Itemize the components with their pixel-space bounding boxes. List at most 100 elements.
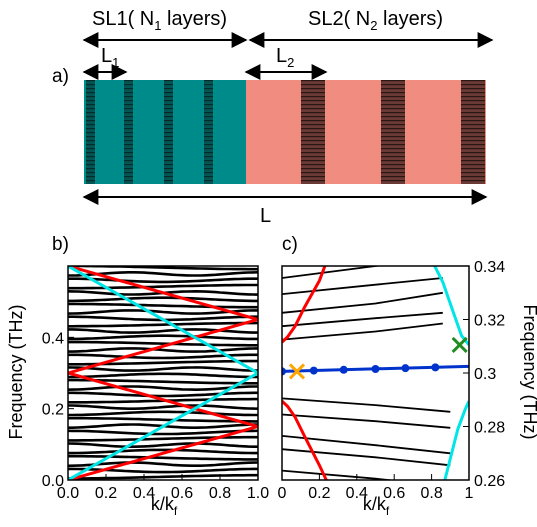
phonon-band bbox=[68, 473, 258, 480]
x-tick-label: 0.8 bbox=[420, 485, 442, 502]
red-dispersion-curve bbox=[282, 266, 327, 344]
phonon-band bbox=[68, 296, 258, 303]
phonon-band bbox=[68, 302, 258, 309]
phonon-band bbox=[68, 347, 258, 353]
folded-dispersion-line bbox=[68, 371, 258, 428]
sl2-label: SL2( N2 layers) bbox=[308, 8, 443, 33]
sl2-barrier bbox=[301, 80, 325, 184]
x-tick-label: 0.2 bbox=[95, 485, 117, 502]
phonon-band bbox=[68, 321, 258, 328]
phonon-band bbox=[68, 461, 258, 468]
panel-b-label: b) bbox=[52, 234, 69, 255]
y-tick-label: 0.28 bbox=[474, 420, 505, 437]
zoomed-phonon-band bbox=[282, 311, 443, 328]
y-tick-label: 0.4 bbox=[42, 330, 64, 347]
y-tick-label: 0.3 bbox=[474, 366, 496, 383]
y-tick-label: 0.2 bbox=[42, 402, 64, 419]
phonon-band bbox=[68, 454, 258, 461]
y-tick-label: 0.0 bbox=[42, 473, 64, 490]
x-tick-label: 0.8 bbox=[209, 485, 231, 502]
total-length-label: L bbox=[260, 205, 271, 227]
panel-c-ylabel: Frequency (THz) bbox=[520, 304, 537, 439]
folded-dispersion-line bbox=[68, 425, 258, 480]
x-tick-label: 0.6 bbox=[171, 485, 193, 502]
panel-c: c) 0 0.2 0.4 0.6 0.8 1 0.26 0.28 0.3 0.32 0.34 k/… bbox=[278, 234, 537, 518]
zoomed-phonon-band bbox=[282, 322, 443, 341]
phonon-band bbox=[68, 448, 258, 455]
red-dispersion-curve bbox=[282, 400, 328, 480]
panel-b-black-bands bbox=[68, 253, 258, 480]
phonon-band bbox=[68, 416, 258, 423]
blue-data-point bbox=[371, 364, 380, 373]
phonon-band bbox=[68, 404, 258, 410]
zoomed-phonon-band bbox=[282, 397, 451, 413]
panel-b-yticks: 0.0 0.2 0.4 bbox=[42, 330, 74, 490]
sl1-barrier bbox=[124, 80, 133, 184]
folded-dispersion-line bbox=[68, 266, 258, 375]
cyan-dispersion-curve bbox=[443, 400, 469, 480]
phonon-band bbox=[68, 442, 258, 448]
x-marker bbox=[451, 336, 468, 353]
zoomed-phonon-band bbox=[282, 448, 451, 467]
zoomed-phonon-band bbox=[282, 277, 443, 295]
phonon-band bbox=[68, 340, 258, 347]
phonon-band bbox=[68, 410, 258, 417]
phonon-band bbox=[68, 385, 258, 392]
phonon-band bbox=[68, 260, 258, 263]
panel-a: SL1( N1 layers) SL2( N2 layers) L1 L2 a)… bbox=[52, 8, 494, 227]
sl1-barrier bbox=[164, 80, 173, 184]
blue-data-point bbox=[431, 363, 440, 372]
x-tick-label: 0.4 bbox=[346, 485, 368, 502]
phonon-band bbox=[68, 253, 258, 256]
zoomed-phonon-band bbox=[282, 413, 451, 429]
panel-c-yticks: 0.26 0.28 0.3 0.32 0.34 bbox=[463, 259, 505, 490]
phonon-band bbox=[68, 391, 258, 398]
panel-c-curves bbox=[282, 266, 469, 480]
panel-c-label: c) bbox=[282, 234, 298, 255]
y-tick-label: 0.26 bbox=[474, 473, 505, 490]
y-tick-label: 0.34 bbox=[474, 259, 505, 276]
phonon-band bbox=[68, 283, 258, 290]
panel-b-xticks: 0.0 0.2 0.4 0.6 0.8 1.0 bbox=[57, 474, 269, 502]
x-tick-label: 1 bbox=[465, 485, 474, 502]
x-tick-label: 1.0 bbox=[247, 485, 269, 502]
zoomed-phonon-band bbox=[282, 266, 384, 279]
phonon-band bbox=[68, 277, 258, 284]
folded-dispersion-line bbox=[68, 371, 258, 480]
sl1-barrier bbox=[204, 80, 213, 184]
sl1-barrier bbox=[86, 80, 95, 184]
x-tick-label: 0.2 bbox=[308, 485, 330, 502]
panel-b-folded-lines bbox=[68, 266, 258, 480]
panel-b: b) 0.0 0.2 0.4 0.6 0.8 1.0 0.0 0.2 0.4 k/kf Fre… bbox=[6, 234, 269, 518]
phonon-band bbox=[68, 372, 258, 379]
x-tick-label: 0.0 bbox=[57, 485, 79, 502]
zoomed-phonon-band bbox=[282, 435, 451, 455]
blue-data-point bbox=[282, 367, 286, 376]
phonon-band bbox=[68, 429, 258, 436]
panel-b-xlabel: k/kf bbox=[151, 494, 178, 518]
folded-dispersion-line bbox=[68, 318, 258, 375]
panel-b-frame bbox=[67, 265, 259, 481]
blue-data-point bbox=[401, 364, 410, 373]
sl2-barrier bbox=[461, 80, 485, 184]
sl1-label: SL1( N1 layers) bbox=[92, 8, 227, 33]
x-tick-label: 0.6 bbox=[383, 485, 405, 502]
phonon-band bbox=[68, 334, 258, 341]
panel-c-xticks: 0 0.2 0.4 0.6 0.8 1 bbox=[278, 474, 474, 502]
panel-b-ylabel: Frequency (THz) bbox=[6, 304, 26, 439]
panel-a-label: a) bbox=[52, 66, 69, 87]
sl2-barrier bbox=[381, 80, 405, 184]
panel-c-xlabel: k/kf bbox=[363, 494, 390, 518]
sl2-block bbox=[246, 80, 486, 184]
phonon-band bbox=[68, 378, 258, 385]
x-tick-label: 0.4 bbox=[133, 485, 155, 502]
phonon-band bbox=[68, 366, 258, 372]
x-marker bbox=[288, 363, 306, 380]
folded-dispersion-line bbox=[68, 266, 258, 321]
phonon-band bbox=[68, 435, 258, 442]
l2-label: L2 bbox=[276, 45, 294, 70]
zoomed-phonon-band bbox=[282, 469, 397, 480]
phonon-band bbox=[68, 328, 258, 334]
x-tick-label: 0 bbox=[278, 485, 287, 502]
y-tick-label: 0.32 bbox=[474, 313, 505, 330]
